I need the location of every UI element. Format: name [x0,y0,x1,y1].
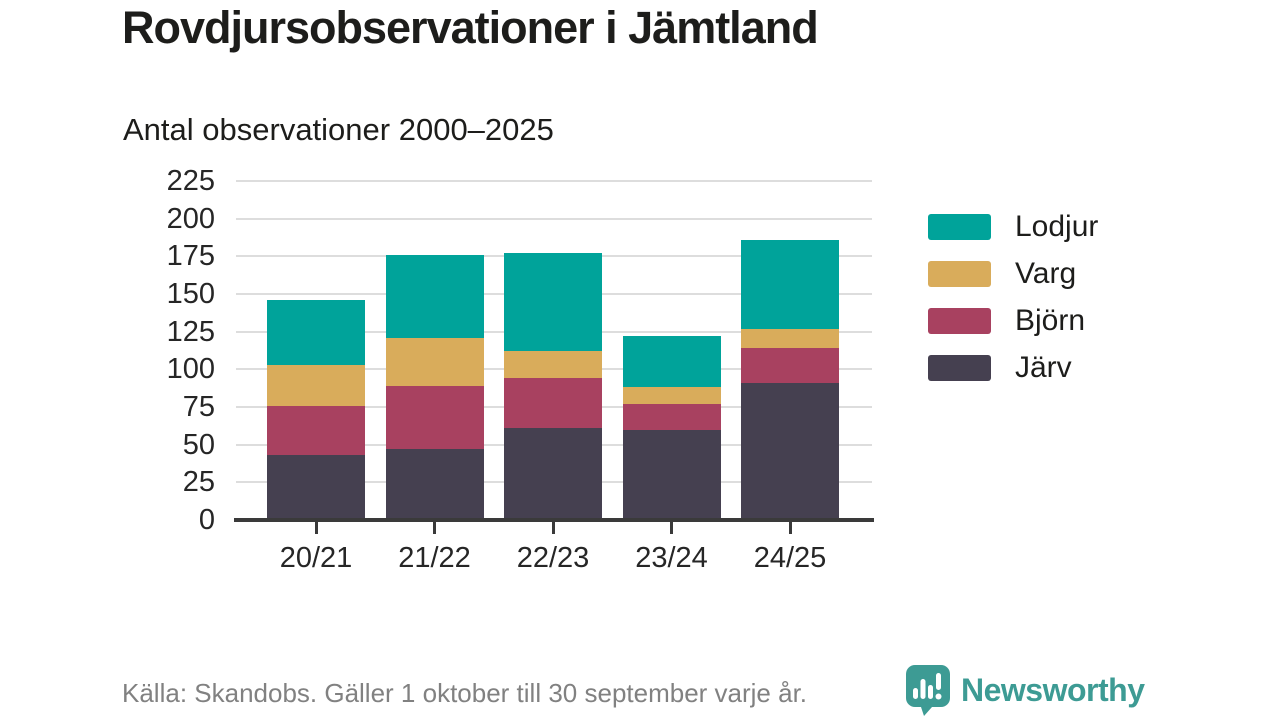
segment-lodjur-23-24 [622,336,721,388]
legend-item-varg: Varg [928,257,1076,290]
bar-22-23 [504,253,602,520]
segment-björn-23-24 [622,404,721,430]
gridline-200 [236,217,872,220]
x-axis-label-22-23: 22/23 [516,542,590,574]
y-axis-label-75: 75 [182,391,215,423]
segment-järv-23-24 [622,429,721,520]
brand-name: Newsworthy [961,672,1145,708]
legend-swatch-järv [928,354,991,381]
segment-björn-22-23 [504,378,602,429]
legend-label-järv: Järv [1015,350,1072,384]
legend-label-lodjur: Lodjur [1015,209,1099,243]
page-title: Rovdjursobservationer i Jämtland [122,2,819,53]
segment-lodjur-20-21 [267,300,365,365]
y-axis-label-50: 50 [182,428,215,461]
newsworthy-logo-icon [906,665,950,716]
plot-area [236,180,872,520]
source-note: Källa: Skandobs. Gäller 1 oktober till 3… [122,678,808,708]
segment-varg-24-25 [741,328,839,349]
y-axis-label-150: 150 [166,278,215,310]
x-axis-label-24-25: 24/25 [753,542,827,574]
brand-logo: Newsworthy [905,664,1145,716]
legend-item-björn: Björn [928,304,1085,337]
x-axis-label-23-24: 23/24 [635,542,708,574]
bar-20-21 [267,300,365,520]
y-axis-label-100: 100 [166,353,215,386]
segment-lodjur-22-23 [504,253,602,352]
segment-lodjur-21-22 [385,254,484,338]
segment-järv-22-23 [504,428,602,520]
segment-järv-21-22 [385,449,484,520]
y-axis-label-200: 200 [166,202,215,235]
legend-swatch-varg [928,260,991,287]
legend-swatch-björn [928,307,991,334]
segment-varg-22-23 [504,351,602,379]
segment-varg-20-21 [267,364,365,406]
legend-label-varg: Varg [1015,256,1077,290]
chart-subtitle: Antal observationer 2000–2025 [123,112,554,147]
segment-järv-24-25 [741,382,839,520]
bar-23-24 [622,336,721,520]
y-axis-label-225: 225 [166,165,215,197]
bar-21-22 [385,254,484,520]
legend-item-lodjur: Lodjur [928,210,1098,243]
x-axis-tick-21-22 [433,522,436,534]
segment-varg-23-24 [622,387,721,404]
segment-björn-20-21 [267,405,365,456]
x-axis-label-21-22: 21/22 [398,542,471,574]
y-axis-label-25: 25 [182,466,215,499]
legend-label-björn: Björn [1015,303,1086,337]
y-axis-label-125: 125 [166,315,215,348]
segment-björn-21-22 [385,385,484,450]
segment-varg-21-22 [385,337,484,386]
y-axis-label-175: 175 [166,240,215,273]
segment-järv-20-21 [267,455,365,520]
x-axis-line [234,518,874,522]
x-axis-label-20-21: 20/21 [279,542,353,574]
bar-24-25 [741,239,839,520]
legend-item-järv: Järv [928,351,1072,384]
y-axis-label-0: 0 [198,504,215,536]
segment-björn-24-25 [741,348,839,383]
x-axis-tick-20-21 [314,522,318,534]
x-axis-tick-24-25 [788,522,792,534]
legend-swatch-lodjur [928,213,991,240]
gridline-225 [236,180,872,182]
x-axis-tick-22-23 [551,522,555,534]
segment-lodjur-24-25 [741,239,839,329]
x-axis-tick-23-24 [670,522,673,534]
